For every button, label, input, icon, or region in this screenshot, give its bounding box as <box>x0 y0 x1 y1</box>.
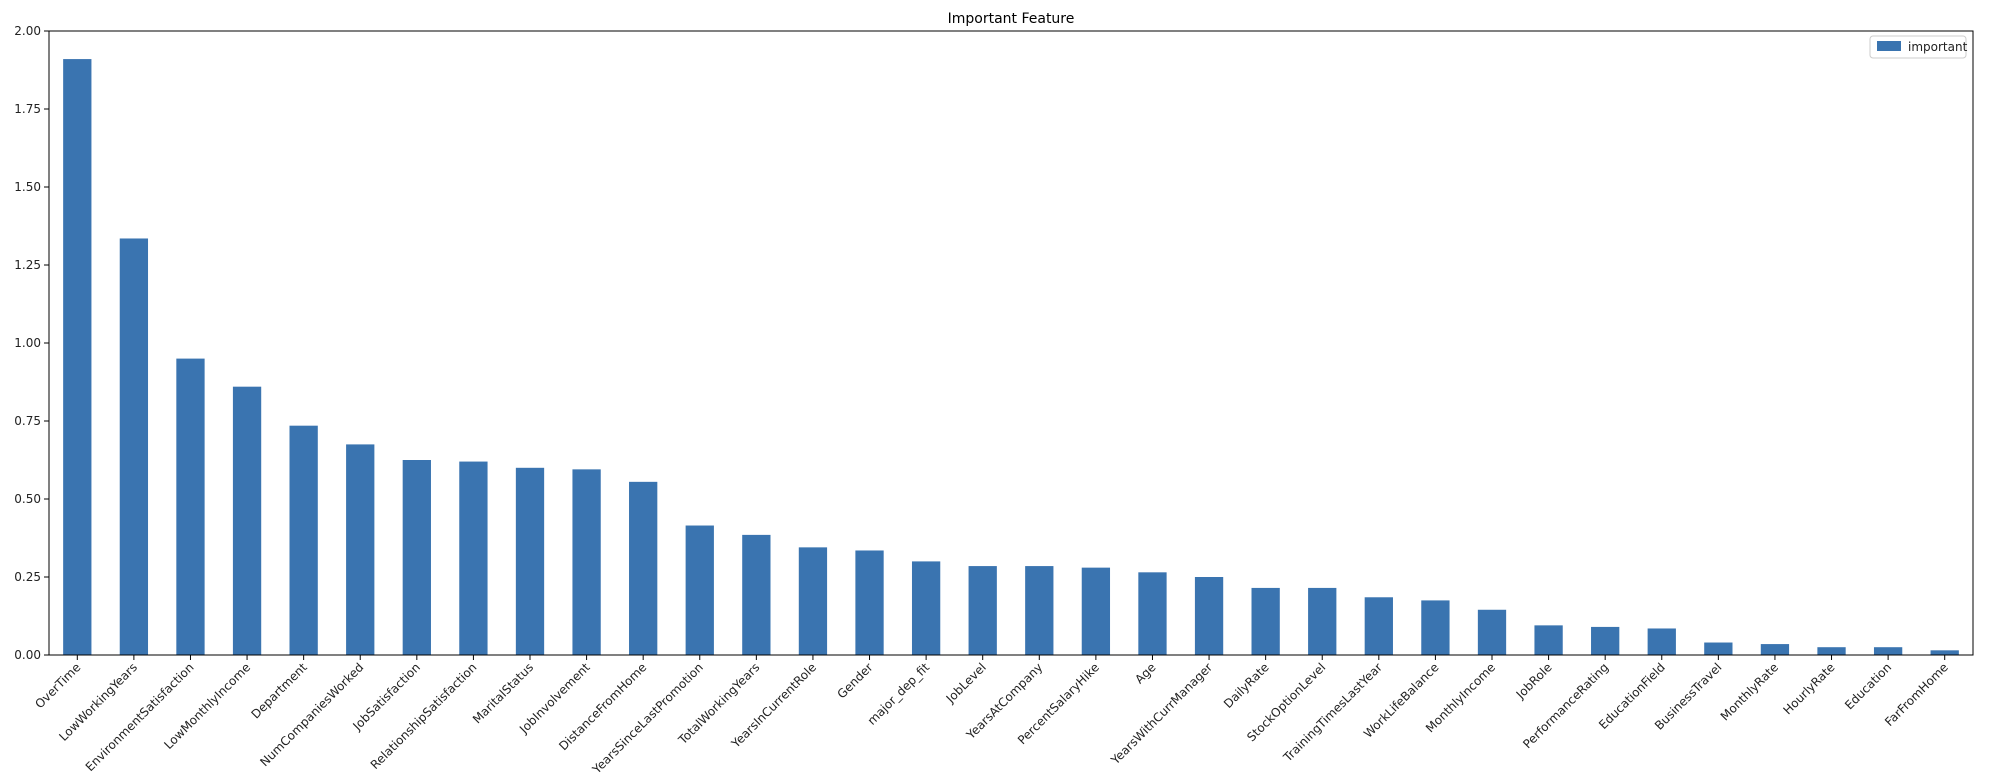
bar-DailyRate <box>1251 587 1280 655</box>
bar-NumCompaniesWorked <box>346 444 375 655</box>
x-tick-label: DailyRate <box>1221 660 1272 711</box>
y-tick-label: 1.75 <box>14 102 41 116</box>
bar-MonthlyRate <box>1760 644 1790 655</box>
bar-LowMonthlyIncome <box>232 386 262 655</box>
x-tick-label: TrainingTimesLastYear <box>1280 660 1385 765</box>
y-tick-label: 0.50 <box>14 492 41 506</box>
bars-group <box>63 59 1959 656</box>
x-tick-label: JobRole <box>1513 660 1555 702</box>
bar-MaritalStatus <box>515 467 545 655</box>
legend-label: important <box>1908 40 1968 54</box>
legend-swatch <box>1877 41 1901 51</box>
bar-Education <box>1873 647 1903 655</box>
y-tick-label: 0.00 <box>14 648 41 662</box>
x-tick-label: Education <box>1842 660 1894 712</box>
x-tick-label: Gender <box>834 660 875 701</box>
bar-FarFromHome <box>1930 650 1959 655</box>
x-tick-label: YearsSinceLastPromotion <box>589 660 706 777</box>
legend: important <box>1869 35 1968 59</box>
bar-OverTime <box>63 59 92 655</box>
bar-JobInvolvement <box>572 469 601 655</box>
bar-JobRole <box>1534 625 1563 655</box>
bar-YearsWithCurrManager <box>1194 577 1224 655</box>
x-tick-label: MonthlyRate <box>1718 660 1781 723</box>
x-tick-label: OverTime <box>32 660 83 711</box>
x-tick-label: EnvironmentSatisfaction <box>83 660 197 774</box>
y-tick-label: 1.00 <box>14 336 41 350</box>
bar-RelationshipSatisfaction <box>459 461 488 655</box>
bar-EducationField <box>1647 628 1676 655</box>
chart-title: Important Feature <box>948 11 1075 27</box>
y-tick-label: 0.25 <box>14 570 41 584</box>
x-tick-label: NumCompaniesWorked <box>257 660 366 769</box>
x-tick-label: YearsWithCurrManager <box>1108 660 1216 768</box>
y-tick-label: 0.75 <box>14 414 41 428</box>
bar-HourlyRate <box>1817 647 1846 655</box>
bar-MonthlyIncome <box>1477 609 1507 655</box>
bar-PerformanceRating <box>1591 626 1620 655</box>
bar-YearsAtCompany <box>1025 566 1054 655</box>
bar-JobSatisfaction <box>402 460 431 655</box>
bar-EnvironmentSatisfaction <box>176 358 205 655</box>
bar-DistanceFromHome <box>629 481 658 655</box>
plot-frame <box>48 30 1974 656</box>
y-tick-label: 1.25 <box>14 258 41 272</box>
bar-Gender <box>855 550 884 655</box>
bar-JobLevel <box>968 566 997 655</box>
bar-TotalWorkingYears <box>742 534 771 655</box>
y-axis: 0.00 0.25 0.50 0.75 1.00 1.25 1.50 1.75 2.00 <box>14 24 49 662</box>
bar-PercentSalaryHike <box>1081 567 1111 655</box>
y-tick-label: 2.00 <box>14 24 41 38</box>
x-tick-label: RelationshipSatisfaction <box>368 660 480 772</box>
bar-major_dep_fit <box>911 561 941 655</box>
bar-Department <box>289 425 318 655</box>
y-tick-label: 1.50 <box>14 180 41 194</box>
bar-TrainingTimesLastYear <box>1364 597 1393 655</box>
x-tick-label: JobLevel <box>943 660 989 706</box>
bar-YearsInCurrentRole <box>798 547 828 655</box>
bar-YearsSinceLastPromotion <box>685 525 714 655</box>
bar-StockOptionLevel <box>1308 587 1337 655</box>
bar-BusinessTravel <box>1704 642 1733 655</box>
bar-WorkLifeBalance <box>1421 600 1450 655</box>
x-tick-label: HourlyRate <box>1780 660 1837 717</box>
bar-LowWorkingYears <box>119 238 149 656</box>
bar-Age <box>1138 572 1167 655</box>
x-tick-label: Department <box>249 660 310 721</box>
x-axis: OverTimeLowWorkingYearsEnvironmentSatisf… <box>32 655 1951 777</box>
x-tick-label: Age <box>1132 660 1158 686</box>
